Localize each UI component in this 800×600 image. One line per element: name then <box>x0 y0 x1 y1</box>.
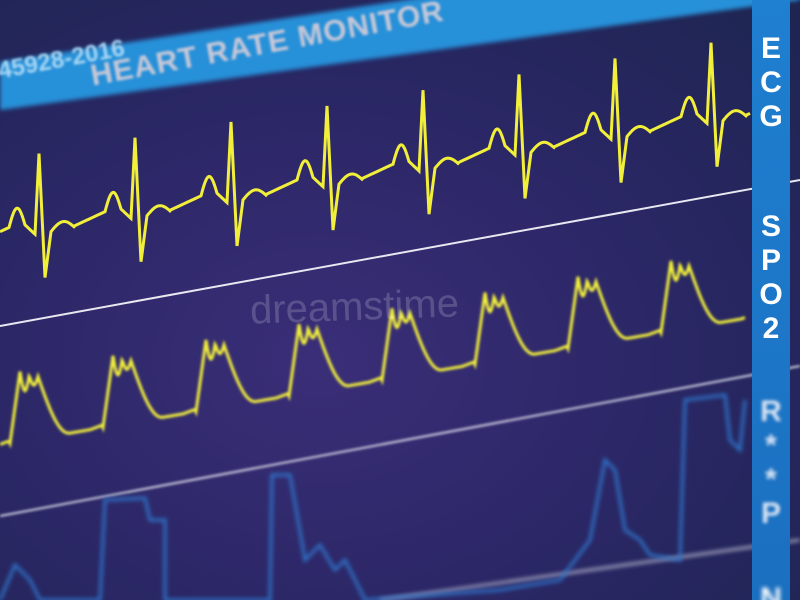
channel-label-n[interactable]: N <box>760 582 782 600</box>
watermark: dreamstime <box>249 281 460 333</box>
channel-label-resp[interactable]: R * * P <box>760 395 782 530</box>
header-band <box>0 0 800 110</box>
separator-spo2-resp <box>0 365 800 517</box>
ecg-trace <box>0 42 751 278</box>
spo2-trace <box>0 260 746 449</box>
separator-ecg-spo2 <box>0 179 800 327</box>
resp-trace <box>0 393 747 600</box>
separator-bottom <box>379 539 800 600</box>
